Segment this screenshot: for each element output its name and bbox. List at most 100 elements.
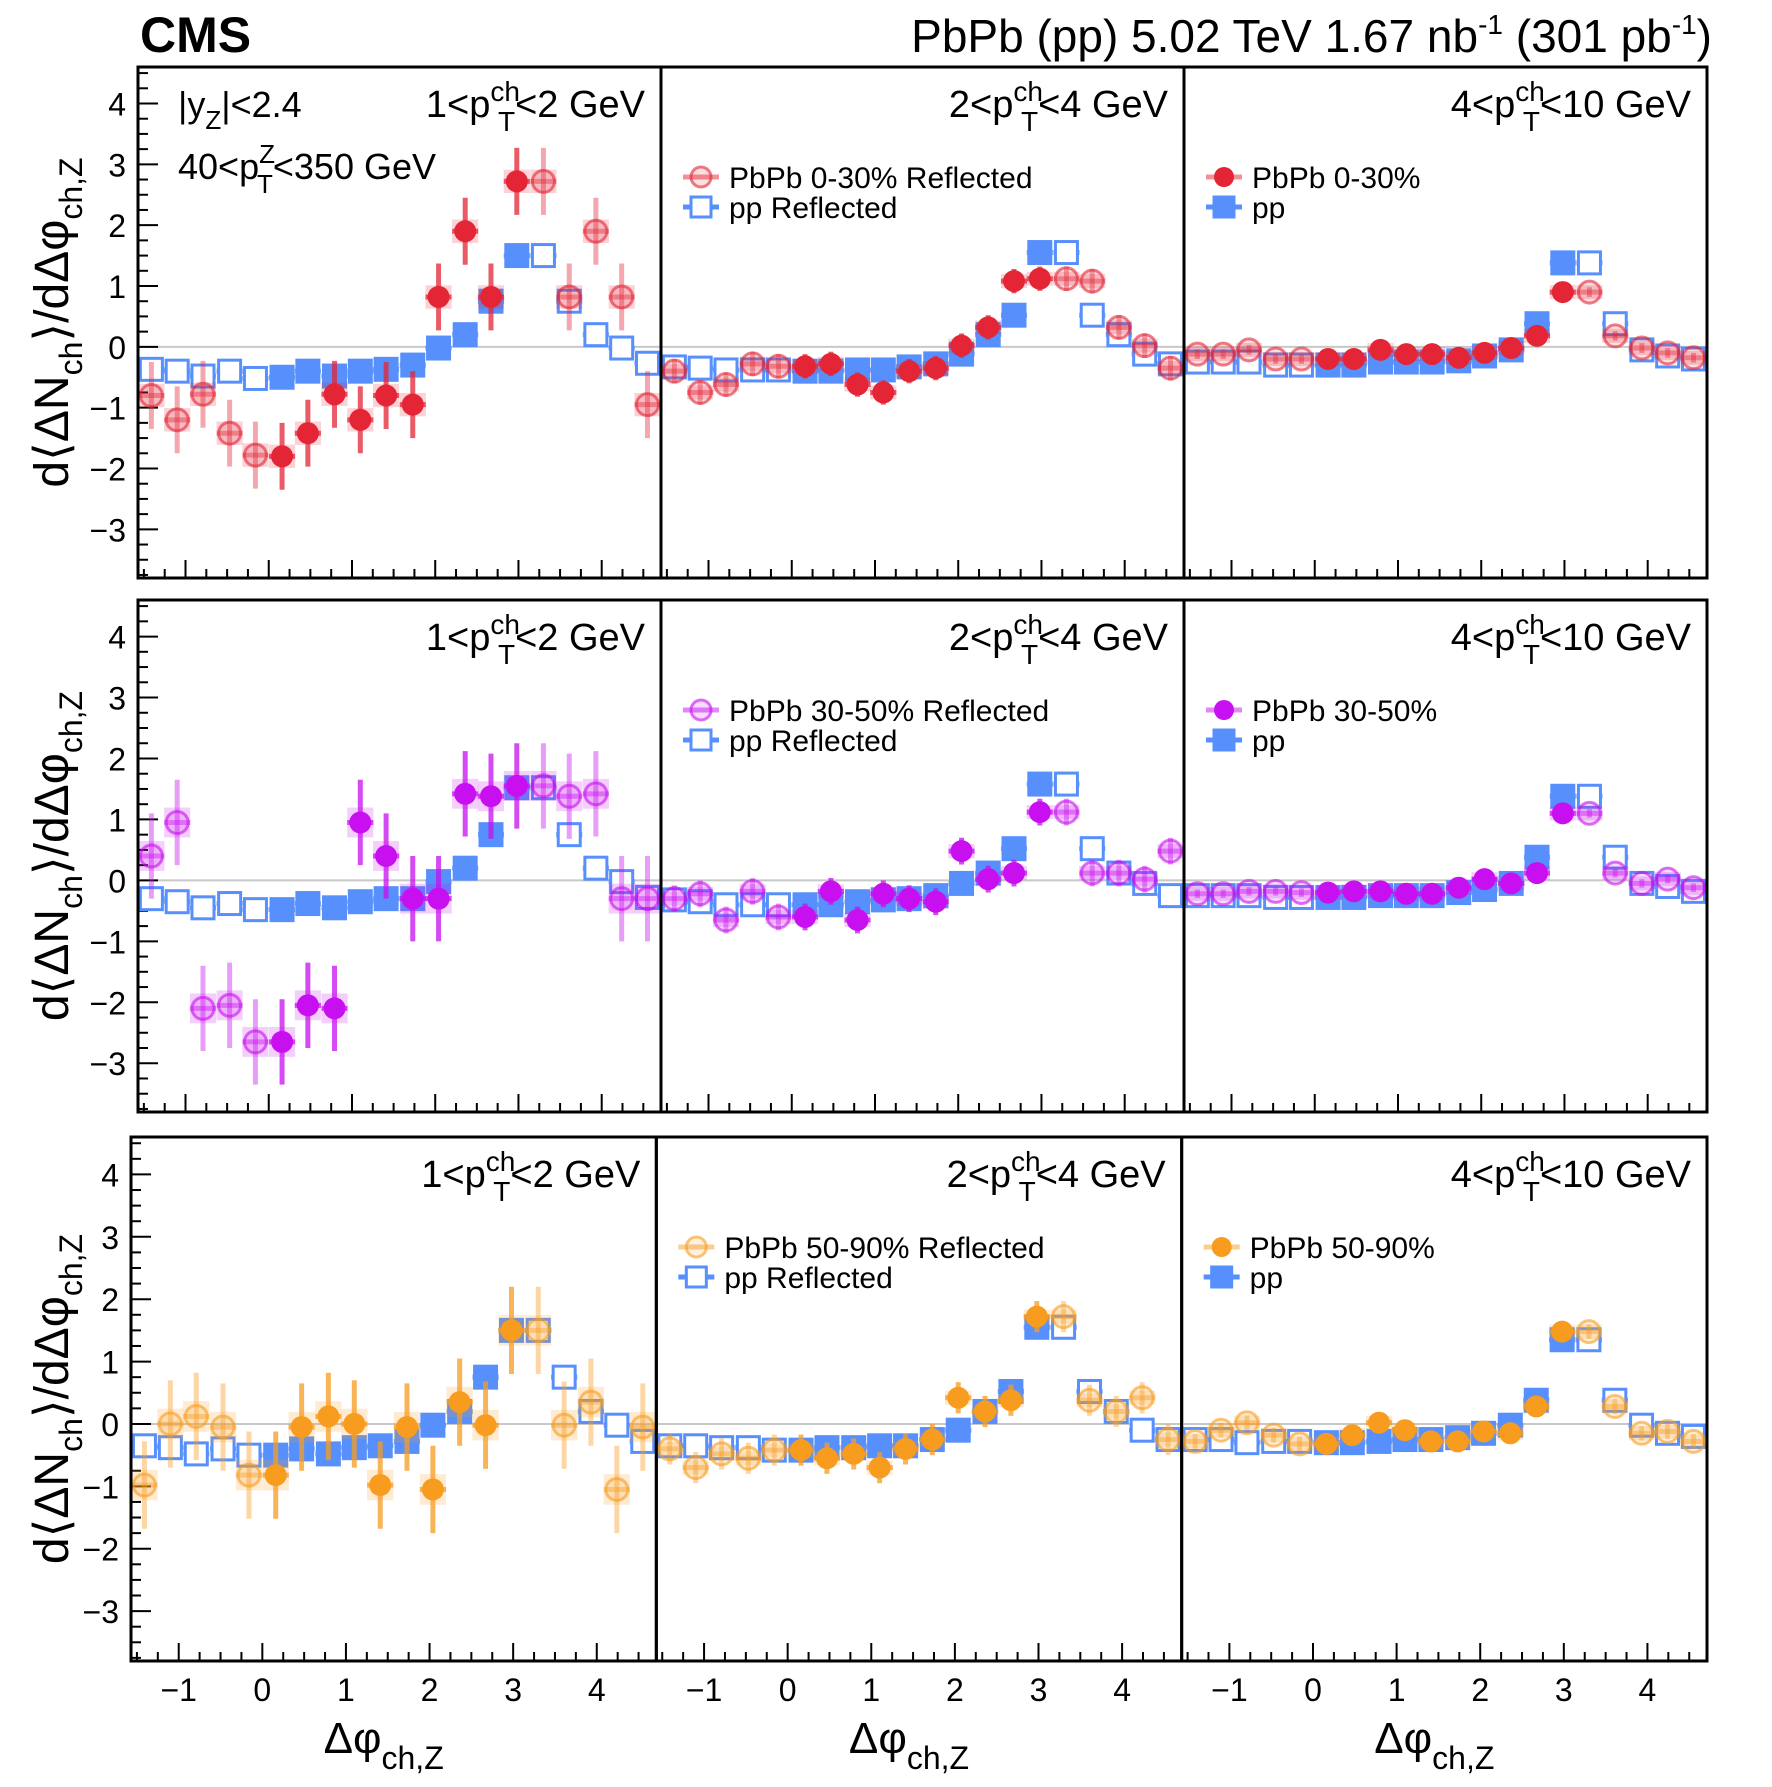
- y-axis-title: d⟨ΔNch⟩/dΔφch,Z: [26, 1234, 89, 1564]
- legend: PbPb 50-90%pp: [1203, 1232, 1435, 1295]
- pbpb-syst-box: [708, 1446, 735, 1461]
- panel-frame: [136, 598, 663, 1114]
- y-tick-label: −2: [90, 452, 126, 488]
- pt-bin-label-sup: ch: [1013, 609, 1043, 640]
- pbpb-marker: [479, 285, 502, 308]
- pt-bin-label-post: <4 GeV: [1038, 617, 1169, 659]
- pbpb-marker: [1421, 882, 1444, 905]
- pbpb-reflected-marker: [1576, 279, 1602, 305]
- rapidity-cut: |yZ|<2.4: [178, 84, 302, 135]
- pbpb-marker: [479, 785, 502, 808]
- pp-marker: [1001, 302, 1027, 328]
- pbpb-reflected-marker: [735, 1445, 761, 1471]
- legend-marker-pbpb: [684, 1235, 708, 1259]
- pbpb-marker: [894, 1437, 917, 1460]
- pbpb-marker: [505, 774, 528, 797]
- pbpb-syst-box: [556, 285, 583, 309]
- pt-bin-label-pre: 1<p: [426, 617, 490, 659]
- pp-reflected-marker: [687, 355, 713, 381]
- pbpb-syst-box: [1628, 1426, 1655, 1441]
- pbpb-marker: [296, 422, 319, 445]
- panel-frame: [136, 65, 663, 580]
- pbpb-syst-box: [1079, 274, 1106, 289]
- pp-reflected-marker: [1263, 884, 1289, 910]
- x-axis-title: Δφch,Z: [1374, 1714, 1494, 1776]
- pp-reflected-marker: [634, 350, 660, 376]
- pp-reflected-marker: [1263, 352, 1289, 378]
- pbpb-syst-box: [138, 383, 165, 408]
- pbpb-reflected-marker: [556, 284, 582, 310]
- panel-50-90%-0: −1 0 1 2 3 4 Δφch,Z 1<pch T<2 GeV: [129, 1135, 658, 1776]
- x-tick-label: 2: [1471, 1672, 1489, 1708]
- pbpb-reflected-marker: [1629, 870, 1655, 896]
- pbpb-reflected-marker: [1288, 880, 1314, 906]
- pbpb-marker: [375, 845, 398, 867]
- panel-frame: [1182, 65, 1709, 580]
- pbpb-syst-box: [1184, 886, 1211, 901]
- x-axis-title-sub: ch,Z: [1432, 1740, 1494, 1776]
- pbpb-marker: [427, 887, 450, 910]
- pbpb-reflected-marker: [1103, 1398, 1129, 1424]
- pbpb-reflected-marker: [1261, 1422, 1287, 1448]
- x-tick-label: 0: [253, 1672, 271, 1708]
- legend-label: PbPb 30-50% Reflected: [729, 695, 1049, 728]
- y-axis-title-sub1: ch: [53, 875, 89, 909]
- x-tick-label: 1: [862, 1672, 880, 1708]
- pbpb-reflected-marker: [1155, 1427, 1181, 1453]
- legend-label: pp: [1250, 1262, 1283, 1295]
- pbpb-marker: [868, 1456, 891, 1479]
- y-tick-label: 4: [101, 1157, 119, 1193]
- pbpb-marker: [872, 381, 895, 404]
- x-tick-label: 4: [1639, 1672, 1657, 1708]
- pp-reflected-marker: [1261, 1428, 1287, 1454]
- legend-marker-pp: [689, 195, 713, 219]
- pbpb-reflected-marker: [604, 1476, 630, 1502]
- pp-reflected-marker: [1576, 1327, 1602, 1353]
- pbpb-marker: [898, 887, 921, 910]
- pbpb-reflected-marker: [556, 783, 582, 809]
- pbpb-syst-box: [1129, 1390, 1156, 1405]
- pbpb-reflected-marker: [236, 1462, 262, 1488]
- pbpb-reflected-marker: [138, 383, 164, 408]
- legend-label: pp Reflected: [729, 725, 897, 758]
- pbpb-reflected-marker: [765, 904, 791, 930]
- y-axis-title-pre: d⟨ΔN: [26, 1452, 79, 1564]
- panel-0-30%-2: 4<pch T<10 GeV PbPb 0-30%pp: [1182, 65, 1709, 580]
- y-axis-title-sub2: ch,Z: [53, 157, 89, 219]
- pbpb-syst-box: [1576, 806, 1603, 821]
- pbpb-syst-box: [1654, 345, 1681, 360]
- pbpb-syst-box: [1050, 1309, 1077, 1324]
- y-tick-label: −1: [90, 391, 126, 427]
- pbpb-marker: [1025, 1305, 1048, 1328]
- pbpb-reflected-marker: [1184, 341, 1210, 367]
- legend-marker-pbpb: [689, 698, 713, 722]
- pbpb-marker: [474, 1414, 497, 1437]
- pp-reflected-marker: [583, 855, 609, 881]
- pbpb-marker: [1525, 862, 1548, 885]
- legend-marker-pp: [1212, 728, 1236, 752]
- rapidity-cut-main: |y: [178, 84, 205, 125]
- legend-marker-pp: [689, 728, 713, 752]
- pp-reflected-marker: [1576, 250, 1602, 276]
- pbpb-syst-box: [1053, 271, 1080, 286]
- pbpb-marker: [1421, 343, 1444, 366]
- y-tick-label: 3: [108, 147, 126, 183]
- plot-grid: d⟨ΔNch⟩/dΔφch,Zd⟨ΔNch⟩/dΔφch,Zd⟨ΔNch⟩/dΔ…: [26, 65, 1709, 1776]
- pbpb-syst-box: [687, 886, 714, 901]
- pbpb-reflected-marker: [578, 1389, 604, 1415]
- pp-reflected-marker: [578, 1398, 604, 1424]
- pt-bin-label-sub: T: [1523, 106, 1540, 137]
- x-tick-label: 4: [588, 1672, 606, 1708]
- pbpb-reflected-marker: [1236, 878, 1262, 904]
- pbpb-syst-box: [712, 913, 740, 927]
- x-tick-label: −1: [686, 1672, 722, 1708]
- y-tick-label: 4: [108, 87, 126, 123]
- legend-label: pp: [1252, 725, 1285, 758]
- pbpb-reflected-marker: [661, 358, 687, 384]
- pbpb-marker: [1472, 1420, 1495, 1443]
- pbpb-reflected-marker: [1680, 345, 1706, 371]
- pbpb-marker: [819, 352, 842, 375]
- pp-marker: [420, 1412, 446, 1438]
- pbpb-reflected-marker: [1079, 860, 1105, 886]
